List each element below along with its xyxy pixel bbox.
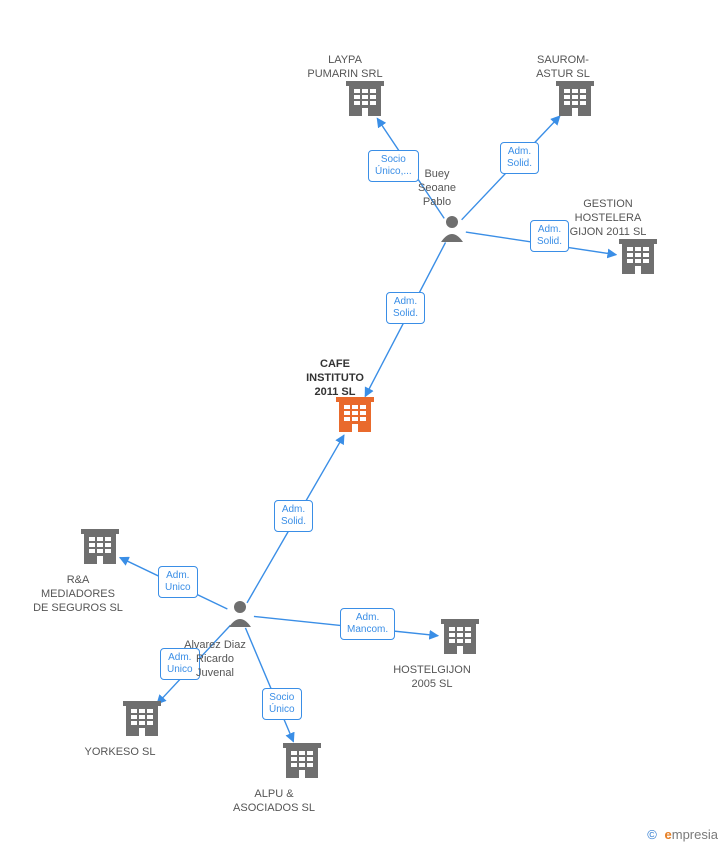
company-icon	[346, 81, 384, 116]
edge-label: Adm. Solid.	[274, 500, 313, 532]
node-label: SAUROM- ASTUR SL	[528, 54, 598, 82]
brand-rest: mpresia	[672, 827, 718, 842]
person-icon	[229, 601, 251, 627]
edge-label: Adm. Solid.	[386, 292, 425, 324]
diagram-canvas	[0, 0, 728, 850]
node-label: Alvarez Diaz Ricardo Juvenal	[175, 639, 255, 680]
node-label: CAFE INSTITUTO 2011 SL	[299, 358, 371, 399]
company-icon	[441, 619, 479, 654]
node-label: Buey Seoane Pablo	[407, 168, 467, 209]
company-icon	[81, 529, 119, 564]
copyright-symbol: ©	[647, 827, 657, 842]
node-label: YORKESO SL	[82, 746, 158, 760]
node-label: GESTION HOSTELERA GIJON 2011 SL	[563, 198, 653, 239]
node-label: LAYPA PUMARIN SRL	[305, 54, 385, 82]
node-label: HOSTELGIJON 2005 SL	[387, 664, 477, 692]
watermark: © empresia	[647, 827, 718, 842]
edge-label: Socio Único	[262, 688, 302, 720]
node-label: ALPU & ASOCIADOS SL	[229, 788, 319, 816]
company-icon	[336, 397, 374, 432]
brand-initial: e	[665, 827, 672, 842]
node-label: R&A MEDIADORES DE SEGUROS SL	[30, 574, 126, 615]
company-icon	[556, 81, 594, 116]
edge-label: Adm. Solid.	[500, 142, 539, 174]
edge-label: Adm. Mancom.	[340, 608, 395, 640]
person-icon	[441, 216, 463, 242]
company-icon	[619, 239, 657, 274]
company-icon	[283, 743, 321, 778]
edge-label: Adm. Unico	[158, 566, 198, 598]
company-icon	[123, 701, 161, 736]
